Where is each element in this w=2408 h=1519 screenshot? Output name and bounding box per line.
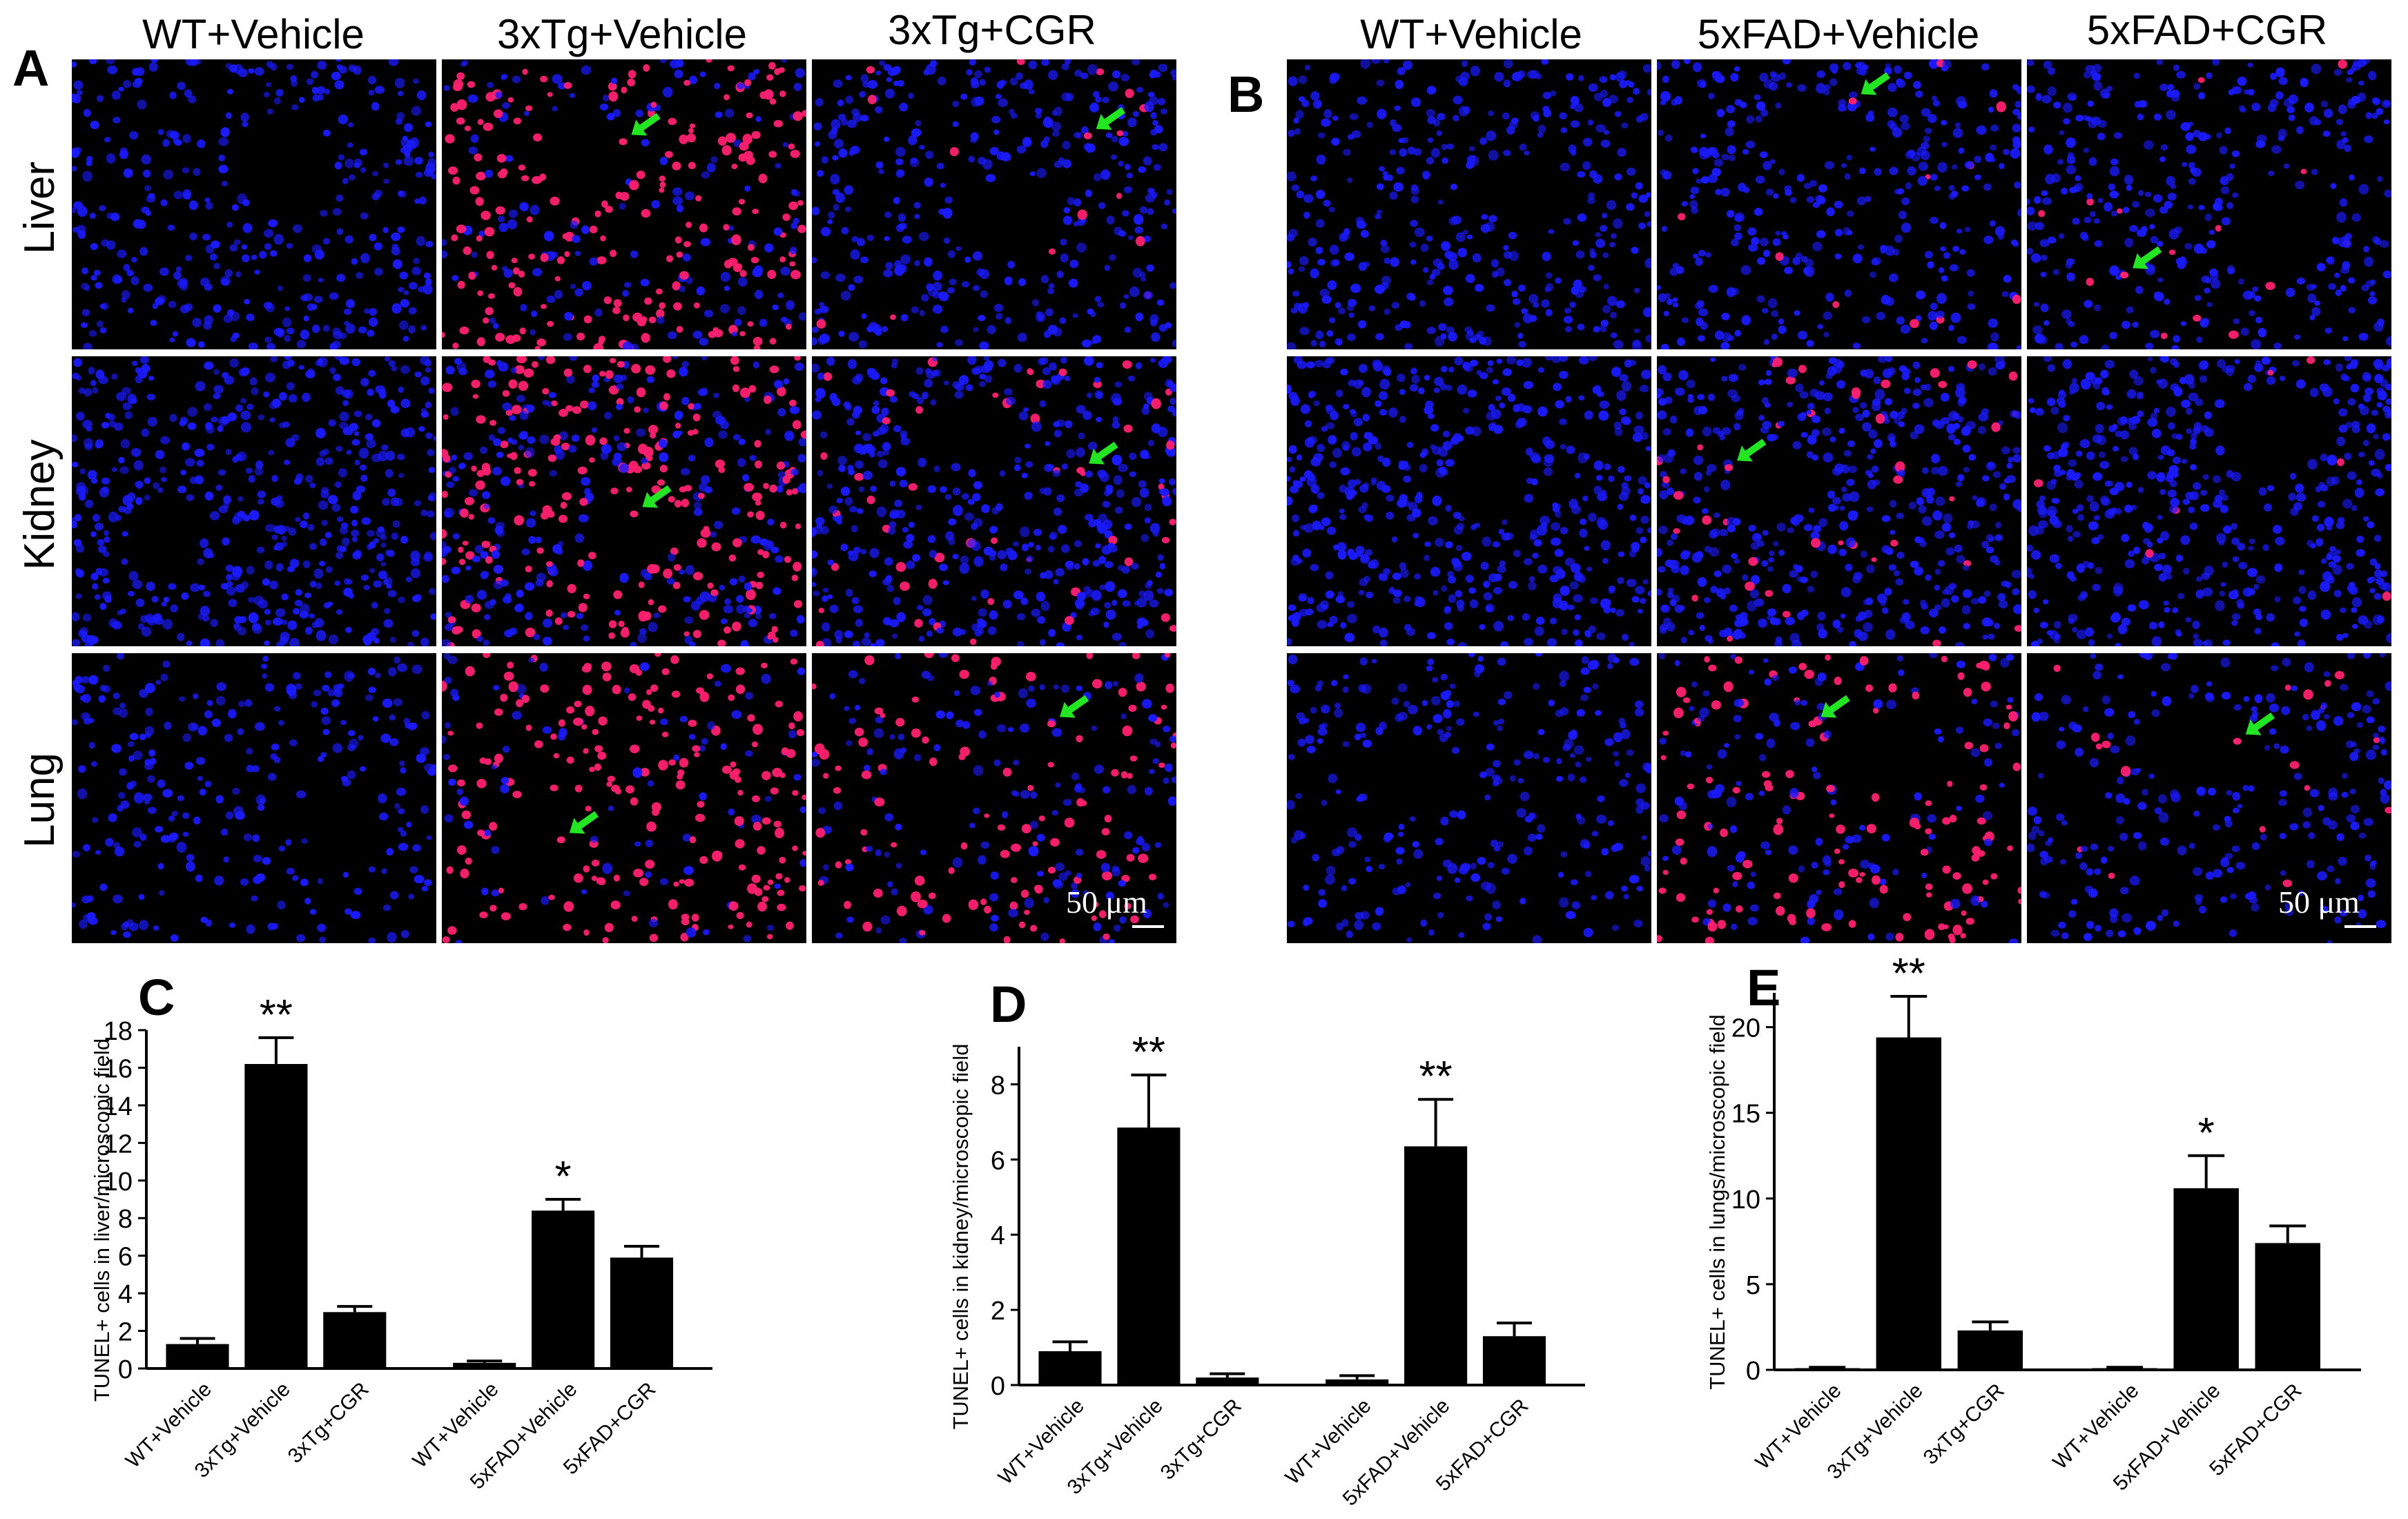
y-tick-label: 8 <box>118 1205 133 1234</box>
col-title-a-1: WT+Vehicle <box>142 11 365 57</box>
panel-letter-C: C <box>138 969 175 1026</box>
y-tick-label: 16 <box>104 1054 133 1083</box>
y-tick-label: 5 <box>1746 1271 1760 1300</box>
bar <box>2173 1188 2239 1370</box>
y-tick-label: 6 <box>991 1146 1005 1175</box>
y-tick-label: 15 <box>1731 1100 1760 1129</box>
bar <box>1404 1146 1468 1385</box>
col-title-a-3: 3xTg+CGR <box>888 7 1096 53</box>
chart-D: D 0 2 4 6 8 TUNEL+ cells in kidney/microscopic… <box>949 976 1585 1510</box>
micrograph-tile <box>442 653 806 943</box>
micrograph-tile <box>812 59 1176 349</box>
significance-label: ** <box>260 991 293 1039</box>
micrograph-tile <box>1287 653 1651 943</box>
micrograph-tile <box>812 653 1176 943</box>
col-title-b-3: 5xFAD+CGR <box>2086 7 2328 53</box>
micrograph-tile <box>1287 59 1651 349</box>
y-tick-label: 8 <box>991 1071 1005 1100</box>
micrograph-tile <box>442 59 806 349</box>
y-axis-label: TUNEL+ cells in liver/microscopic field <box>90 1038 114 1402</box>
bar <box>2255 1243 2320 1370</box>
y-tick-label: 2 <box>118 1318 133 1347</box>
y-tick-label: 20 <box>1731 1014 1760 1043</box>
col-title-b-1: WT+Vehicle <box>1360 11 1582 57</box>
bar <box>1196 1377 1259 1385</box>
micrograph-tile <box>1657 653 2021 943</box>
bar <box>1957 1330 2023 1370</box>
y-tick-label: 10 <box>1731 1186 1760 1215</box>
significance-label: ** <box>1132 1029 1165 1076</box>
y-tick-label: 6 <box>118 1243 133 1272</box>
micrograph-tile <box>2027 356 2391 646</box>
panel-letter-D: D <box>990 976 1027 1033</box>
y-tick-label: 4 <box>991 1221 1005 1250</box>
bar <box>2092 1368 2157 1370</box>
bar <box>1876 1037 1942 1370</box>
panel-a-letter: A <box>12 39 50 97</box>
y-tick-label: 0 <box>991 1372 1005 1401</box>
y-tick-label: 0 <box>118 1355 133 1384</box>
bar <box>1326 1379 1389 1385</box>
scale-bar-b <box>2344 925 2376 928</box>
y-tick-label: 12 <box>104 1130 133 1159</box>
y-axis-label: TUNEL+ cells in lungs/microscopic field <box>1705 1014 1729 1390</box>
bar <box>244 1064 308 1368</box>
scale-bar-label-b: 50 μm <box>2278 884 2360 920</box>
y-tick-label: 18 <box>104 1017 133 1046</box>
y-axis-label: TUNEL+ cells in kidney/microscopic field <box>949 1043 973 1429</box>
micrograph-tile <box>72 59 436 349</box>
bar <box>532 1210 595 1368</box>
bar <box>453 1362 516 1368</box>
bar <box>1117 1128 1181 1385</box>
micrograph-tile <box>72 653 436 943</box>
micrograph-tile <box>2027 59 2391 349</box>
col-title-a-2: 3xTg+Vehicle <box>497 11 747 57</box>
x-tick-label: 3xTg+CGR <box>1156 1395 1246 1484</box>
micrograph-tile <box>72 356 436 646</box>
micrograph-tile <box>1657 59 2021 349</box>
y-tick-label: 14 <box>104 1092 133 1121</box>
y-tick-label: 2 <box>991 1297 1005 1326</box>
bar <box>1482 1336 1546 1385</box>
scale-bar-a <box>1132 925 1164 928</box>
bar <box>323 1312 387 1368</box>
bar <box>1038 1351 1102 1385</box>
micrograph-tile <box>442 356 806 646</box>
bar <box>610 1257 674 1368</box>
y-tick-label: 10 <box>104 1168 133 1197</box>
panel-b-letter: B <box>1227 66 1265 123</box>
col-title-b-2: 5xFAD+Vehicle <box>1697 11 1980 57</box>
bar <box>166 1344 229 1368</box>
micrograph-tile <box>812 356 1176 646</box>
micrograph-tile <box>1657 356 2021 646</box>
micrograph-tile <box>2027 653 2391 943</box>
scale-bar-label-a: 50 μm <box>1066 884 1147 920</box>
x-tick-label: 3xTg+CGR <box>284 1378 373 1468</box>
significance-label: ** <box>1892 950 1925 998</box>
y-tick-label: 4 <box>118 1280 133 1309</box>
micrograph-tile <box>1287 356 1651 646</box>
significance-label: ** <box>1419 1053 1452 1101</box>
bar <box>1794 1368 1860 1370</box>
significance-label: * <box>2198 1110 2215 1157</box>
y-tick-label: 0 <box>1746 1357 1760 1386</box>
significance-label: * <box>555 1153 572 1201</box>
x-tick-label: 3xTg+CGR <box>1919 1380 2009 1469</box>
